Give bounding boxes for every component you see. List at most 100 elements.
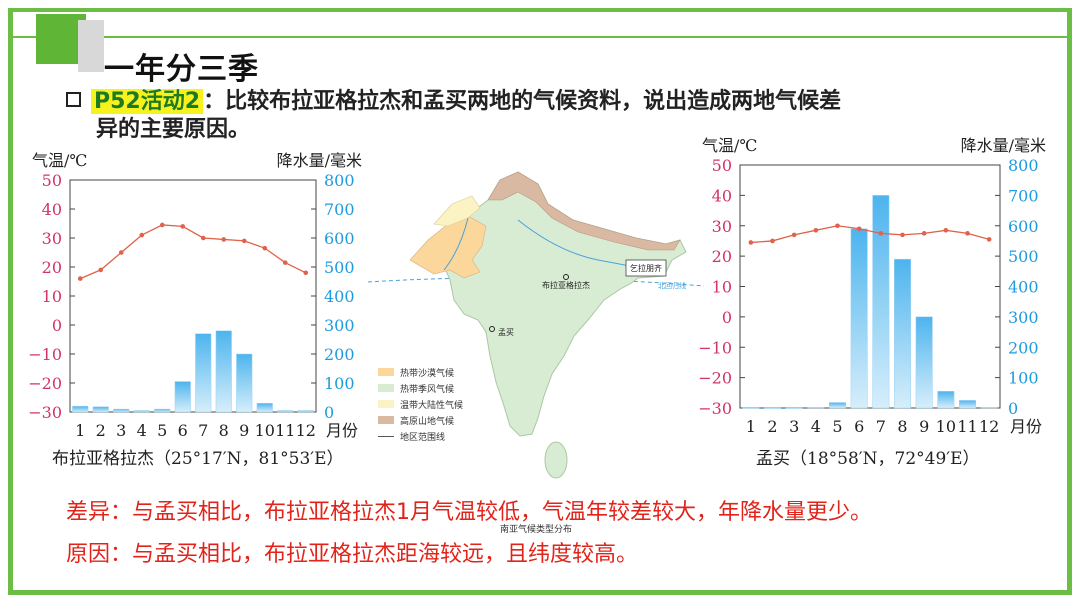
map-region-highland <box>487 171 681 251</box>
tick-label-temp: −10 <box>698 338 732 357</box>
map-region-temperate <box>433 195 481 227</box>
tick-label-precip: 200 <box>1008 338 1039 357</box>
temp-point <box>943 228 949 233</box>
temp-point <box>262 245 268 251</box>
river-indus <box>443 217 469 271</box>
legend-item: 地区范围线 <box>378 428 463 444</box>
precip-bar <box>980 407 998 409</box>
tick-label-temp: −20 <box>698 369 732 388</box>
task-tag: P52活动2 <box>91 89 204 114</box>
chart-svg: 50403020100−10−20−3080070060050040030020… <box>698 136 1046 436</box>
tick-label-precip: 500 <box>1008 247 1039 266</box>
precip-bar <box>937 391 955 409</box>
precip-bar <box>154 408 171 413</box>
cherrapunji-label: 乞拉朋齐 <box>630 263 662 273</box>
month-label: 2 <box>767 417 777 436</box>
temp-point <box>241 238 247 244</box>
precip-bar <box>764 407 781 409</box>
month-label: 11 <box>275 421 295 440</box>
tick-label-temp: −20 <box>28 374 62 393</box>
temp-point <box>986 237 992 242</box>
climate-chart-mumbai: 50 40 30 20 10 0 −10 −20 −30 800 700 600 500 400 300 20… <box>698 130 1049 450</box>
legend-item: 温带大陆性气候 <box>378 396 463 412</box>
tick-label-precip: 600 <box>324 229 355 248</box>
month-label: 11 <box>957 417 977 436</box>
temp-point <box>221 237 227 242</box>
tick-label-temp: 50 <box>712 156 732 175</box>
temp-point <box>748 240 754 245</box>
axis-unit-temp: 气温/℃ <box>32 151 87 170</box>
tick-label-temp: 50 <box>42 171 62 190</box>
precip-bar <box>236 353 253 413</box>
temp-point <box>139 232 145 238</box>
month-label: 7 <box>876 417 886 436</box>
month-label: 5 <box>832 417 842 436</box>
chart-caption-prayagraj: 布拉亚格拉杰（25°17′N，81°53′E） <box>52 449 344 469</box>
task-text-line2: 异的主要原因。 <box>96 117 251 142</box>
tick-label-temp: 0 <box>722 308 732 327</box>
tick-label-temp: 20 <box>712 247 732 266</box>
task-prompt: P52活动2 ：比较布拉亚格拉杰和孟买两地的气候资料，说出造成两地气候差 异的主要… <box>66 88 1026 144</box>
temp-point <box>878 231 884 236</box>
temp-point <box>200 235 206 241</box>
tick-label-precip: 0 <box>324 403 334 422</box>
temp-line <box>750 225 990 244</box>
month-label: 10 <box>936 417 956 436</box>
month-label: 4 <box>137 421 147 440</box>
tick-label-precip: 400 <box>324 287 355 306</box>
temp-point <box>791 232 797 238</box>
temp-point <box>118 250 124 255</box>
precip-bar <box>92 406 109 413</box>
month-label: 12 <box>296 421 316 440</box>
tick-label-temp: 30 <box>42 229 62 248</box>
legend-label: 高原山地气候 <box>400 416 455 427</box>
chart-svg: 50403020100−10−20−3080070060050040030020… <box>28 151 362 440</box>
tick-label-precip: 100 <box>1008 369 1039 388</box>
city-marker-mumbai <box>489 326 495 332</box>
chart-caption-mumbai: 孟买（18°58′N，72°49′E） <box>756 449 980 469</box>
tick-label-precip: 600 <box>1008 217 1039 236</box>
slide-title: 一年分三季 <box>104 52 259 87</box>
temp-point <box>900 232 905 238</box>
tick-label-precip: 500 <box>324 258 355 277</box>
temp-point <box>921 231 927 236</box>
temp-point <box>282 260 288 265</box>
month-label: 8 <box>219 421 229 440</box>
map-graphic: 乞拉朋齐 布拉亚格拉杰 孟买 北回归线 <box>367 171 705 479</box>
city-label-prayagraj: 布拉亚格拉杰 <box>542 280 590 290</box>
climate-chart-prayagraj: 50 40 30 20 10 0 −10 −20 −30 800 700 600 500 400 300 20… <box>28 145 370 465</box>
month-label: 2 <box>96 421 106 440</box>
title-accent-shadow <box>78 20 104 72</box>
month-label: 8 <box>897 417 907 436</box>
tick-label-precip: 700 <box>1008 186 1039 205</box>
tropic-label: 北回归线 <box>658 281 686 290</box>
tick-label-precip: 200 <box>324 345 355 364</box>
precip-bar <box>850 228 868 409</box>
legend-item: 热带沙漠气候 <box>378 364 463 380</box>
legend-line-swatch <box>378 435 394 437</box>
month-label: 9 <box>919 417 929 436</box>
city-label-mumbai: 孟买 <box>498 327 514 337</box>
legend-item: 高原山地气候 <box>378 412 463 428</box>
south-asia-climate-map: 乞拉朋齐 布拉亚格拉杰 孟买 北回归线 <box>367 160 705 510</box>
answer-difference: 差异：与孟买相比，布拉亚格拉杰1月气温较低，气温年较差较大，年降水量更少。 <box>66 500 872 525</box>
precip-bar <box>297 410 314 413</box>
legend-label: 温带大陆性气候 <box>400 400 464 411</box>
precip-bar <box>215 330 232 413</box>
precip-bar <box>277 410 294 413</box>
month-label: 3 <box>116 421 126 440</box>
tick-label-precip: 400 <box>1008 278 1039 297</box>
map-legend: 热带沙漠气候 热带季风气候 温带大陆性气候 高原山地气候 地区范围线 <box>378 364 463 444</box>
temp-point <box>303 270 309 276</box>
temp-point <box>965 231 970 236</box>
legend-item: 热带季风气候 <box>378 380 463 396</box>
tick-label-temp: 40 <box>712 186 732 205</box>
temp-line <box>79 224 307 280</box>
plot-frame <box>69 179 317 413</box>
axis-unit-month: 月份 <box>1010 417 1042 436</box>
month-label: 7 <box>198 421 208 440</box>
temp-point <box>856 226 862 232</box>
temp-point <box>98 267 104 273</box>
tick-label-temp: 10 <box>42 287 62 306</box>
checkbox-icon <box>66 92 81 107</box>
